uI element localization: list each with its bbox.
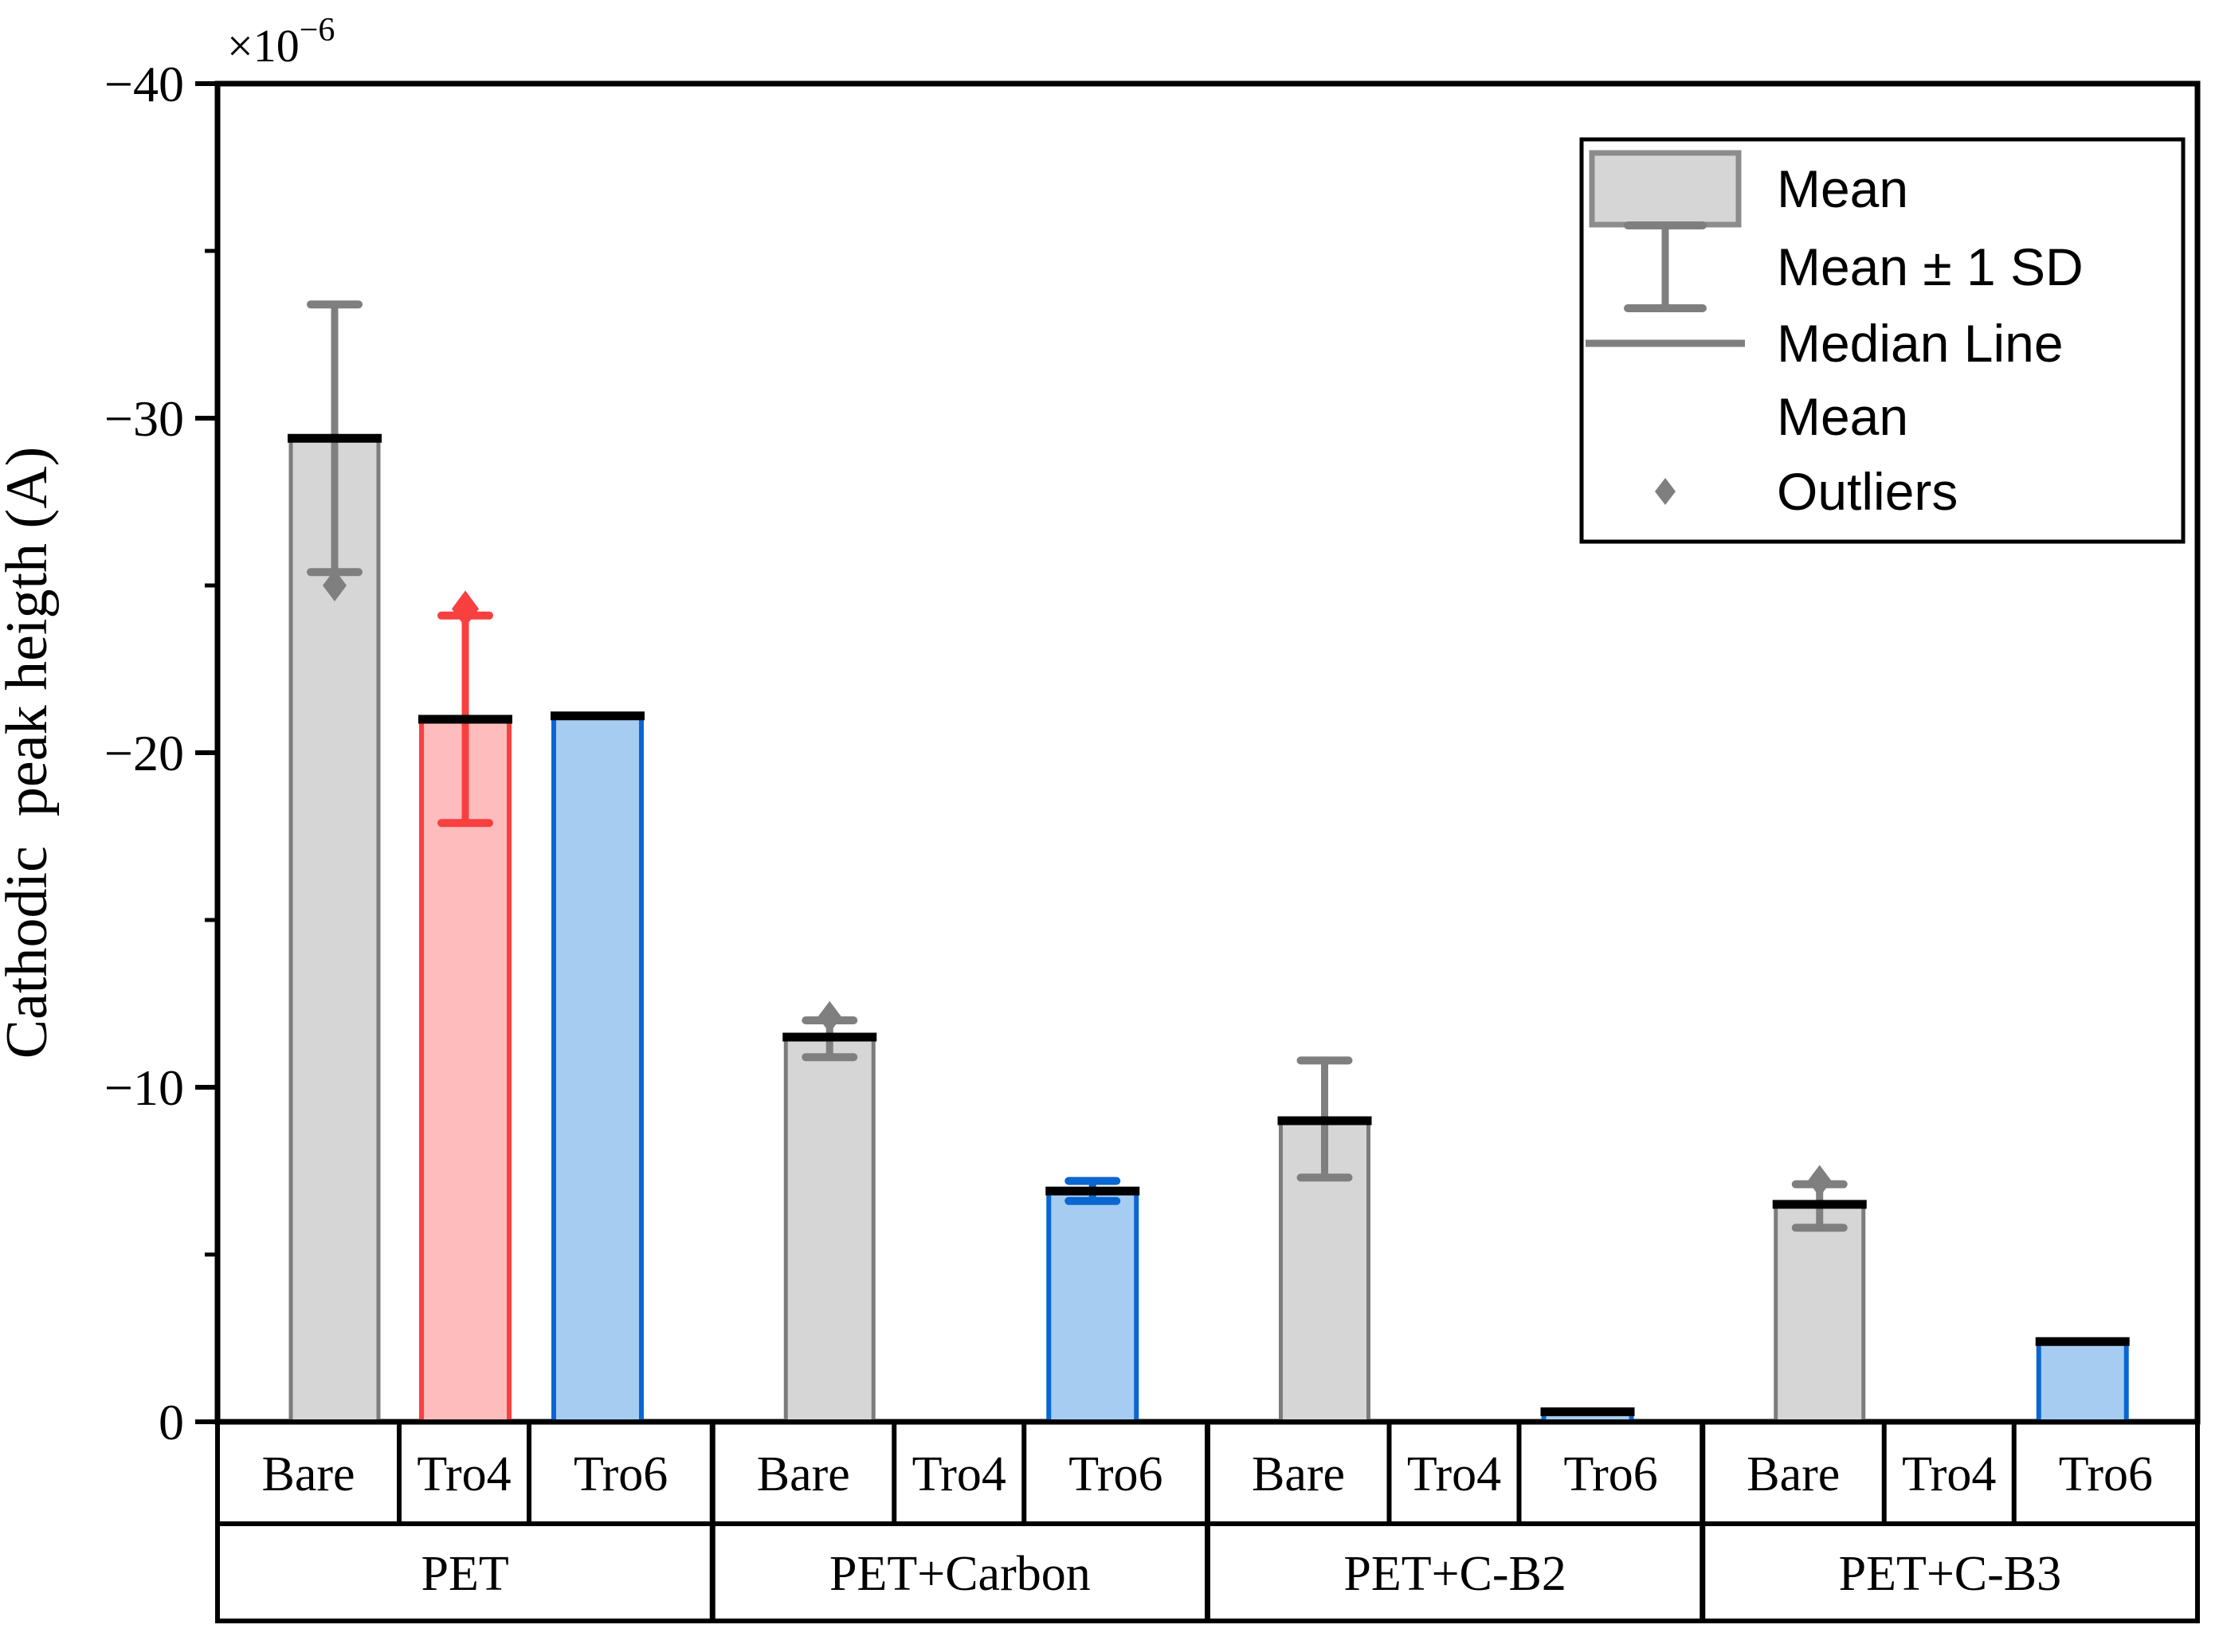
category-label-tro6: Tro6 xyxy=(574,1447,668,1501)
legend-row-1: Mean ± 1 SD xyxy=(1624,221,2084,312)
bar-PET-Bare xyxy=(288,300,382,1424)
group-label-3: PET+C-B3 xyxy=(1839,1547,2062,1601)
category-label-tro6: Tro6 xyxy=(2059,1447,2153,1501)
group-label-0: PET xyxy=(421,1547,509,1601)
legend: Mean Mean ± 1 SD Median Line Mean Outliers xyxy=(1579,137,2186,544)
legend-mean-box-icon xyxy=(1589,150,1742,228)
outlier-diamond xyxy=(323,570,347,601)
y-tick-label: −30 xyxy=(104,390,184,447)
legend-row-2: Median Line xyxy=(1586,314,2064,373)
y-tick-label: 0 xyxy=(159,1394,184,1450)
bar-PET+C-B3-Tro6 xyxy=(2035,1337,2130,1424)
x-axis-label-rows xyxy=(215,1419,2200,1623)
bar-PET+Carbon-Bare xyxy=(782,1000,877,1424)
bar-body xyxy=(2036,1339,2129,1424)
bar-PET-Tro6 xyxy=(551,711,645,1424)
category-label-tro4: Tro4 xyxy=(912,1447,1006,1501)
legend-row-3: Mean xyxy=(1777,387,1908,446)
outlier-diamond xyxy=(452,590,479,628)
y-axis-title: Cathodic peak heigth (A) xyxy=(0,447,60,1059)
bar-body xyxy=(1046,1188,1139,1424)
legend-label-3: Mean xyxy=(1777,387,1908,446)
category-label-tro6: Tro6 xyxy=(1068,1447,1162,1501)
category-label-tro4: Tro4 xyxy=(1407,1447,1501,1501)
bar-PET+C-B2-Bare xyxy=(1277,1056,1372,1424)
bar-body xyxy=(551,713,644,1424)
legend-row-0: Mean xyxy=(1589,150,1908,228)
legend-label-2: Median Line xyxy=(1777,314,2064,373)
group-label-1: PET+Carbon xyxy=(829,1547,1091,1601)
legend-label-4: Outliers xyxy=(1777,462,1958,521)
category-label-bare: Bare xyxy=(1252,1447,1345,1501)
bar-body xyxy=(783,1035,876,1424)
legend-label-1: Mean ± 1 SD xyxy=(1777,237,2084,296)
bar-PET+Carbon-Tro6 xyxy=(1045,1176,1140,1424)
outlier-diamond xyxy=(1807,1165,1832,1197)
y-axis-multiplier: ×10−6 xyxy=(227,12,335,72)
category-label-tro4: Tro4 xyxy=(417,1447,511,1501)
legend-label-0: Mean xyxy=(1777,159,1908,218)
y-tick-label: −10 xyxy=(104,1059,184,1116)
outlier-diamond xyxy=(817,1000,842,1033)
category-label-bare: Bare xyxy=(757,1447,850,1501)
y-tick-label: −40 xyxy=(104,56,184,112)
bar-PET+C-B3-Bare xyxy=(1772,1165,1867,1424)
bar-body xyxy=(1774,1202,1866,1424)
category-label-tro6: Tro6 xyxy=(1563,1447,1657,1501)
group-label-2: PET+C-B2 xyxy=(1343,1547,1566,1601)
category-label-bare: Bare xyxy=(1747,1447,1840,1501)
category-label-tro4: Tro4 xyxy=(1902,1447,1996,1501)
legend-outlier-diamond-icon xyxy=(1655,478,1676,505)
bar-PET-Tro4 xyxy=(418,590,512,1424)
legend-row-4: Outliers xyxy=(1655,462,1958,521)
category-label-bare: Bare xyxy=(261,1447,355,1501)
y-tick-label: −20 xyxy=(104,725,184,781)
